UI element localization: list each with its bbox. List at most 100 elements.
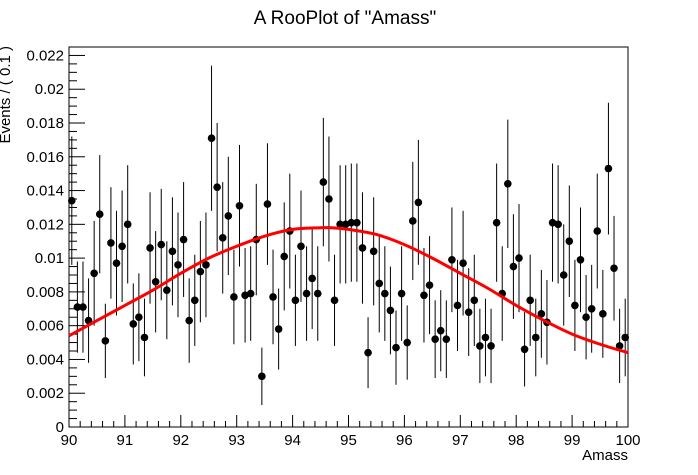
- data-point: [448, 255, 456, 264]
- data-point: [599, 310, 607, 318]
- data-point: [604, 164, 613, 173]
- x-axis-label: Amass: [582, 447, 628, 464]
- data-point: [397, 289, 406, 298]
- data-point: [213, 183, 221, 191]
- data-point: [615, 342, 624, 350]
- data-point: [571, 301, 579, 310]
- data-point: [330, 296, 339, 305]
- data-point: [515, 254, 523, 262]
- data-point: [302, 289, 311, 298]
- data-point: [140, 333, 149, 342]
- data-point: [174, 261, 182, 269]
- x-tick-label: 96: [396, 432, 413, 449]
- data-point: [79, 303, 87, 311]
- data-point: [101, 337, 110, 345]
- fit-curve-line: [68, 226, 629, 355]
- data-point: [576, 255, 585, 264]
- data-point: [168, 247, 177, 256]
- data-point: [375, 279, 384, 288]
- data-point: [537, 310, 546, 318]
- data-point: [453, 301, 462, 310]
- data-point: [163, 286, 171, 295]
- data-point: [353, 218, 361, 227]
- x-tick-label: 97: [452, 432, 469, 449]
- data-point: [269, 293, 277, 301]
- data-point: [90, 269, 98, 278]
- data-point: [520, 345, 529, 354]
- data-point: [67, 196, 76, 205]
- y-axis: 0 0.002 0.004 0.006 0.008 0.01 0.012 0.014 0.016…: [26, 46, 85, 436]
- data-point: [118, 242, 126, 251]
- data-points: [67, 65, 630, 406]
- fit-curve: [68, 226, 629, 355]
- data-point: [196, 267, 205, 276]
- x-tick-label: 95: [340, 432, 357, 449]
- data-point: [436, 326, 445, 335]
- data-point: [386, 306, 395, 315]
- data-point: [565, 237, 574, 246]
- data-point: [504, 180, 512, 188]
- data-point: [280, 252, 289, 261]
- chart-title: A RooPlot of "Amass": [254, 8, 436, 29]
- data-point: [95, 210, 104, 218]
- data-point: [179, 235, 188, 244]
- data-point: [369, 247, 378, 256]
- data-point: [531, 333, 540, 342]
- data-point: [190, 296, 199, 305]
- data-point: [207, 134, 216, 142]
- data-point: [230, 293, 238, 301]
- data-point: [459, 259, 467, 267]
- data-point: [313, 289, 322, 298]
- y-tick-label: 0.008: [26, 284, 64, 301]
- data-point: [336, 220, 344, 229]
- data-point: [392, 343, 400, 352]
- data-point: [554, 220, 562, 229]
- data-point: [414, 198, 423, 207]
- data-point: [347, 218, 356, 227]
- data-point: [319, 178, 328, 186]
- x-tick-label: 93: [228, 432, 245, 449]
- plot-frame: [68, 46, 629, 428]
- x-axis: 90 91 92 93 94 95 96 97 98 99 100: [61, 415, 641, 449]
- data-point: [420, 291, 428, 300]
- x-tick-label: 90: [61, 432, 78, 449]
- data-point: [308, 274, 316, 283]
- x-tick-label: 94: [284, 432, 301, 449]
- y-tick-label: 0.018: [26, 115, 64, 132]
- data-point: [526, 296, 534, 305]
- data-point: [621, 333, 630, 342]
- data-point: [481, 333, 490, 342]
- x-tick-label: 92: [172, 432, 189, 449]
- x-tick-label: 100: [615, 432, 640, 449]
- data-point: [593, 227, 602, 235]
- data-point: [559, 271, 568, 279]
- data-point: [403, 338, 411, 347]
- data-point: [381, 289, 389, 298]
- y-tick-label: 0.016: [26, 149, 64, 166]
- data-point: [129, 320, 138, 328]
- y-tick-label: 0.006: [26, 318, 64, 335]
- data-point: [431, 335, 439, 343]
- data-point: [464, 308, 473, 316]
- data-point: [487, 342, 495, 350]
- data-point: [476, 342, 484, 350]
- data-point: [610, 264, 618, 273]
- data-point: [509, 262, 518, 271]
- y-tick-label: 0.012: [26, 216, 64, 233]
- y-tick-label: 0: [56, 419, 64, 436]
- data-point: [258, 372, 266, 381]
- data-point: [157, 240, 166, 249]
- data-point: [358, 244, 367, 252]
- y-tick-label: 0.014: [26, 183, 64, 200]
- data-point: [492, 218, 501, 227]
- data-point: [73, 303, 82, 311]
- y-tick-label: 0.002: [26, 385, 64, 402]
- data-point: [151, 277, 160, 286]
- data-point: [425, 281, 434, 289]
- y-tick-label: 0.022: [26, 47, 64, 64]
- data-point: [185, 316, 193, 325]
- data-point: [325, 195, 333, 203]
- data-point: [291, 296, 300, 305]
- data-point: [135, 313, 143, 322]
